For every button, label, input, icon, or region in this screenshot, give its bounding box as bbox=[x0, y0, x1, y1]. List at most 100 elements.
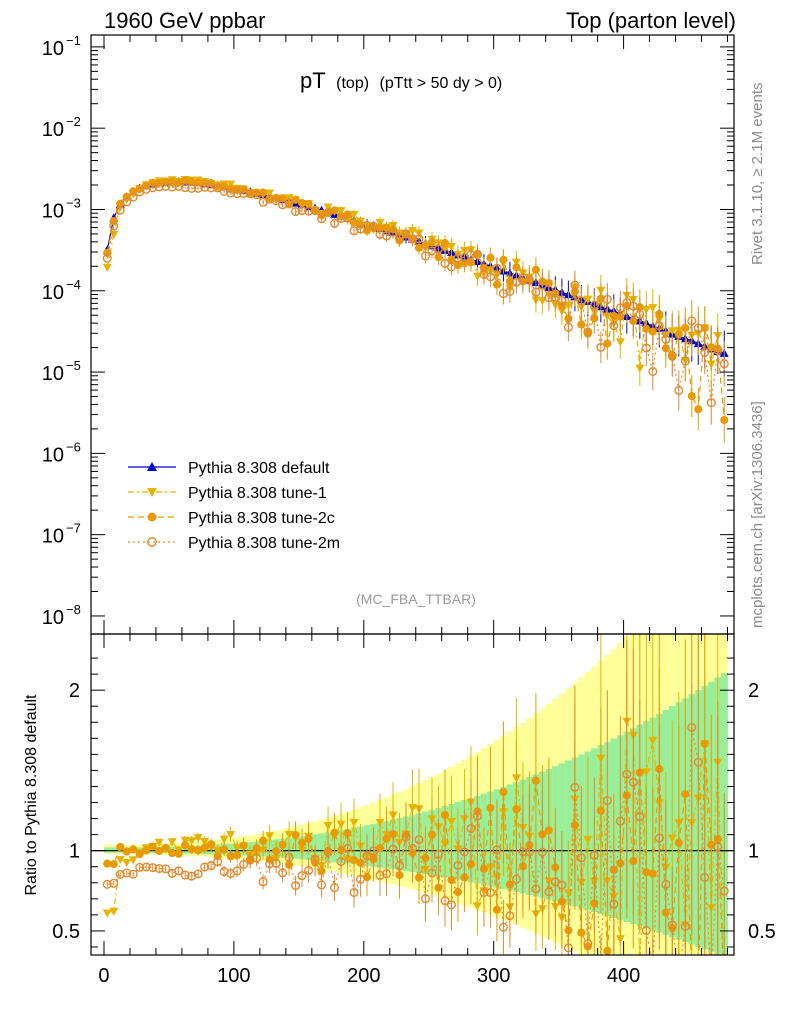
data-point bbox=[453, 253, 463, 263]
ratio-point bbox=[694, 982, 702, 990]
ratio-point bbox=[142, 846, 151, 855]
y-tick-exponent: −7 bbox=[66, 521, 81, 536]
data-point bbox=[563, 322, 573, 332]
ratio-point bbox=[278, 840, 287, 849]
data-point bbox=[544, 293, 554, 303]
data-point bbox=[512, 263, 521, 272]
y-tick-label: 10 bbox=[42, 200, 64, 222]
ratio-point bbox=[388, 844, 398, 854]
data-point bbox=[576, 296, 586, 306]
ratio-point bbox=[102, 879, 112, 889]
data-point bbox=[297, 206, 307, 216]
legend-entry: Pythia 8.308 tune-2c bbox=[188, 510, 335, 527]
data-point bbox=[394, 233, 405, 243]
band-green bbox=[181, 846, 189, 854]
data-point bbox=[674, 330, 683, 339]
ratio-point bbox=[609, 899, 619, 909]
data-point bbox=[310, 205, 320, 215]
ratio-point bbox=[382, 834, 391, 843]
ratio-point bbox=[583, 835, 593, 845]
ratio-point bbox=[720, 984, 729, 992]
series-line bbox=[106, 181, 725, 354]
data-point bbox=[304, 206, 314, 216]
legend-marker bbox=[147, 537, 157, 547]
ratio-point bbox=[349, 818, 359, 827]
data-point bbox=[667, 327, 677, 336]
data-point bbox=[154, 182, 164, 192]
ratio-point bbox=[200, 862, 210, 872]
band-green bbox=[565, 760, 573, 905]
ratio-point bbox=[343, 843, 353, 853]
ratio-point bbox=[498, 922, 508, 932]
ratio-point bbox=[667, 920, 677, 930]
data-point bbox=[122, 197, 132, 207]
ratio-point bbox=[297, 871, 307, 881]
header-left: 1960 GeV ppbar bbox=[104, 8, 265, 33]
side-mcplots: mcplots.cern.ch [arXiv:1306.3436] bbox=[749, 401, 766, 628]
ratio-point bbox=[492, 845, 502, 855]
ratio-point bbox=[531, 884, 541, 894]
ratio-point bbox=[700, 872, 710, 883]
data-point bbox=[700, 323, 709, 333]
ratio-point bbox=[141, 862, 151, 872]
ratio-point bbox=[486, 803, 495, 812]
ratio-point bbox=[187, 845, 196, 854]
ratio-point bbox=[381, 869, 392, 879]
data-point bbox=[349, 218, 359, 227]
ratio-point bbox=[154, 838, 164, 847]
ratio-point bbox=[544, 826, 553, 835]
data-point bbox=[700, 347, 710, 358]
ratio-point bbox=[207, 840, 216, 849]
ratio-point bbox=[602, 796, 612, 806]
ratio-point bbox=[317, 867, 326, 876]
ratio-point bbox=[167, 838, 177, 847]
data-point bbox=[446, 242, 456, 251]
ratio-point bbox=[479, 887, 489, 897]
data-point bbox=[414, 234, 424, 244]
ratio-point bbox=[401, 832, 411, 842]
ratio-tick-label-right: 2 bbox=[748, 680, 759, 702]
ratio-point bbox=[563, 943, 573, 953]
data-point bbox=[219, 186, 229, 196]
x-tick-label: 300 bbox=[477, 965, 510, 987]
y-tick-exponent: −1 bbox=[66, 33, 81, 48]
y-tick-label: 10 bbox=[42, 526, 64, 548]
data-point bbox=[485, 272, 495, 282]
data-point bbox=[628, 301, 638, 311]
ratio-point bbox=[648, 869, 657, 878]
ratio-point bbox=[576, 853, 586, 863]
data-point bbox=[102, 263, 112, 272]
y-tick-label: 10 bbox=[42, 119, 64, 141]
ratio-point bbox=[492, 905, 501, 914]
ratio-point bbox=[252, 844, 261, 853]
y-tick-exponent: −6 bbox=[66, 439, 81, 454]
data-point bbox=[511, 277, 521, 287]
data-point bbox=[421, 241, 430, 250]
data-point bbox=[317, 214, 327, 224]
ratio-point bbox=[180, 870, 190, 880]
data-point bbox=[206, 183, 216, 193]
y-tick-exponent: −2 bbox=[66, 114, 81, 129]
ratio-point bbox=[622, 769, 632, 779]
y-tick-label: 10 bbox=[42, 282, 64, 304]
ratio-tick-label-left: 1 bbox=[69, 841, 80, 863]
ratio-point bbox=[154, 864, 164, 874]
ratio-point bbox=[421, 854, 430, 863]
header-right: Top (parton level) bbox=[566, 8, 736, 33]
data-point bbox=[181, 176, 190, 185]
band-green bbox=[318, 833, 326, 862]
ratio-point bbox=[557, 880, 567, 890]
data-point bbox=[349, 226, 359, 236]
watermark: (MC_FBA_TTBAR) bbox=[356, 591, 476, 607]
data-point bbox=[102, 253, 112, 263]
ratio-point bbox=[472, 811, 482, 821]
ratio-point bbox=[155, 846, 164, 856]
ratio-point bbox=[654, 833, 664, 843]
ratio-point bbox=[115, 856, 125, 865]
data-point bbox=[531, 287, 541, 297]
data-point bbox=[641, 305, 651, 315]
ratio-point bbox=[505, 911, 515, 921]
data-point bbox=[408, 227, 417, 236]
ratio-point bbox=[649, 963, 657, 971]
y-tick-label: 10 bbox=[42, 363, 64, 385]
